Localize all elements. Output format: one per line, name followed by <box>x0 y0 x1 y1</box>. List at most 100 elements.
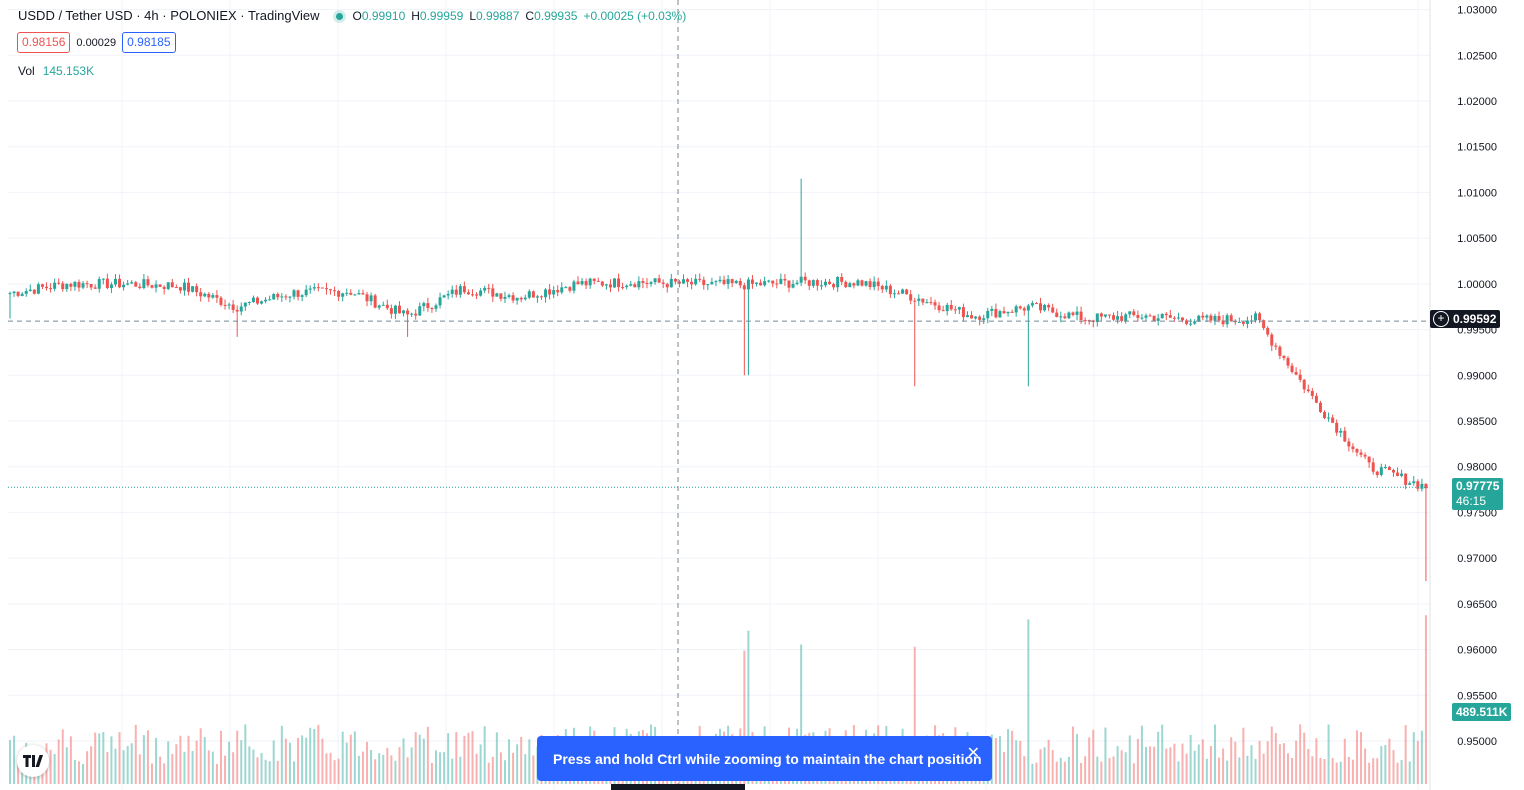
volume-bar <box>1250 745 1253 784</box>
volume-bar <box>512 752 515 784</box>
candle-body <box>1241 321 1245 324</box>
candle-body <box>357 293 361 295</box>
candle-body <box>450 289 454 294</box>
candle-body <box>982 318 986 320</box>
volume-bar <box>499 752 502 784</box>
candle-body <box>260 301 264 304</box>
candle-body <box>1091 320 1095 322</box>
candle-body <box>81 283 85 288</box>
volume-bar <box>337 758 340 784</box>
candle-body <box>535 296 539 298</box>
volume-bar <box>1047 739 1050 784</box>
candle-body <box>1148 315 1152 317</box>
candle-body <box>1323 412 1327 418</box>
candle-body <box>706 284 710 286</box>
volume-bar <box>1343 738 1346 784</box>
volume-bar <box>1157 731 1160 784</box>
bottom-toolbar-handle[interactable] <box>611 784 745 790</box>
volume-bar <box>1299 724 1302 784</box>
candle-body <box>1266 328 1270 335</box>
add-plus-icon[interactable]: + <box>1433 311 1449 327</box>
candle-body <box>361 293 365 295</box>
candle-body <box>491 288 495 297</box>
candle-body <box>941 310 945 312</box>
candle-body <box>787 280 791 288</box>
volume-bar <box>248 746 251 784</box>
candle-body <box>1310 391 1314 396</box>
candle-body <box>738 280 742 286</box>
symbol-title[interactable]: USDD / Tether USD · 4h · POLONIEX · Trad… <box>18 8 320 23</box>
y-tick-label: 1.00000 <box>1457 279 1497 291</box>
volume-bar <box>1380 746 1383 784</box>
candle-body <box>483 287 487 291</box>
candle-body <box>434 305 438 309</box>
candle-body <box>1136 315 1140 318</box>
volume-bar <box>151 763 153 784</box>
volume-bar <box>219 730 222 784</box>
candle-body <box>783 278 787 281</box>
candle-body <box>799 276 803 283</box>
volume-bar <box>378 753 381 784</box>
candle-body <box>73 281 77 287</box>
candle-body <box>511 295 515 301</box>
volume-bar <box>1181 743 1184 784</box>
candle-body <box>957 307 961 310</box>
volume-bar <box>410 747 413 784</box>
candle-body <box>1107 314 1111 316</box>
candle-body <box>1087 320 1091 322</box>
candle-body <box>426 303 430 309</box>
candle-body <box>276 294 280 298</box>
close-icon[interactable]: ✕ <box>966 745 980 762</box>
volume-bar <box>349 734 352 784</box>
candle-body <box>1168 315 1172 318</box>
tradingview-logo-icon[interactable] <box>17 745 49 777</box>
volume-bar <box>321 738 324 784</box>
volume-bar <box>1307 748 1310 784</box>
buy-button[interactable]: 0.98185 <box>122 32 176 53</box>
candle-body <box>1306 389 1310 392</box>
candle-body <box>1274 345 1278 347</box>
candle-body <box>1298 374 1302 380</box>
candle-body <box>815 280 819 286</box>
candle-body <box>353 294 357 296</box>
market-status-icon[interactable] <box>335 12 343 20</box>
volume-bar <box>1226 760 1229 784</box>
candle-body <box>101 278 105 280</box>
volume-bar <box>1335 762 1338 784</box>
volume-bar <box>426 726 429 784</box>
candle-body <box>454 289 458 295</box>
candle-body <box>223 304 227 306</box>
candle-body <box>515 297 519 301</box>
volume-bar <box>1067 756 1070 784</box>
candle-body <box>1262 320 1266 329</box>
candle-body <box>475 294 479 296</box>
candle-body <box>211 295 215 298</box>
volume-bar <box>1360 732 1363 784</box>
candle-body <box>734 280 738 284</box>
volume-bar <box>73 759 76 784</box>
candle-body <box>1278 346 1282 356</box>
volume-bar <box>475 753 478 784</box>
volume-bar <box>329 752 332 784</box>
volume-bar <box>268 761 271 784</box>
candle-body <box>856 280 860 286</box>
candle-body <box>1400 473 1404 476</box>
volume-bar <box>386 747 389 784</box>
candle-body <box>69 283 73 287</box>
candle-body <box>1294 372 1298 375</box>
candle-body <box>596 280 600 282</box>
sell-button[interactable]: 0.98156 <box>17 32 71 53</box>
candle-body <box>462 286 466 293</box>
volume-bar <box>1173 743 1176 784</box>
candle-body <box>990 308 994 311</box>
candle-body <box>1258 313 1262 321</box>
candle-body <box>613 278 617 288</box>
volume-bar <box>1392 750 1395 784</box>
volume-bar <box>17 759 20 784</box>
volume-bar <box>1096 756 1099 784</box>
y-tick-label: 0.98000 <box>1457 462 1497 474</box>
candle-body <box>85 283 89 285</box>
volume-legend[interactable]: Vol 145.153K <box>18 64 94 78</box>
candle-body <box>1063 316 1067 319</box>
